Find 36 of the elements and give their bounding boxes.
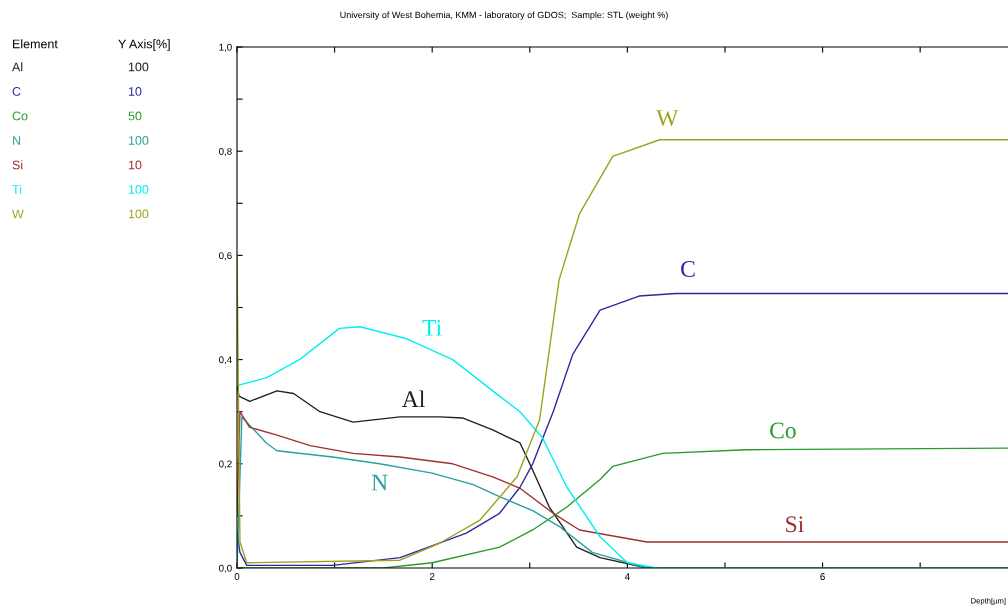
annotation: C — [681, 261, 695, 277]
line-series — [237, 411, 1008, 543]
annotation: W — [656, 110, 679, 126]
text: C — [12, 87, 21, 96]
text: Ti — [12, 184, 22, 194]
text: 100 — [128, 185, 149, 194]
text: 10 — [128, 160, 142, 170]
x-tick-label: 6 — [820, 573, 825, 580]
text: 100 — [128, 136, 149, 145]
annotation: Co — [770, 422, 796, 439]
x-tick-label: 2 — [429, 573, 435, 580]
x-tick-label: 4 — [624, 573, 630, 580]
text: Al — [12, 62, 23, 72]
annotation: Al — [401, 390, 425, 407]
y-tick-label: 0,4 — [219, 356, 232, 365]
annotation: Ti — [422, 319, 442, 336]
text: Element — [13, 39, 58, 49]
x-tick-label: 0 — [234, 573, 240, 580]
annotation: Si — [786, 516, 804, 533]
text: Y Axis[%] — [118, 39, 170, 51]
text: N — [13, 136, 21, 145]
y-tick-label: 0,0 — [219, 564, 232, 573]
line-series — [237, 139, 1008, 564]
y-tick-label: 0,6 — [219, 252, 232, 261]
text: 100 — [128, 62, 149, 72]
y-tick-label: 1,0 — [219, 43, 232, 52]
annotation: N — [371, 474, 388, 491]
text: W — [12, 209, 24, 219]
y-tick-label: 0,8 — [219, 147, 232, 156]
text: 100 — [128, 209, 149, 219]
text: Co — [12, 111, 28, 121]
chart-title: University of West Bohemia, KMM - laboratory of GDOS; Sample: STL (weight %) — [340, 11, 668, 20]
text: 10 — [128, 87, 142, 96]
text: Si — [12, 160, 23, 170]
y-tick-label: 0,2 — [219, 460, 232, 469]
text: 50 — [128, 111, 142, 121]
